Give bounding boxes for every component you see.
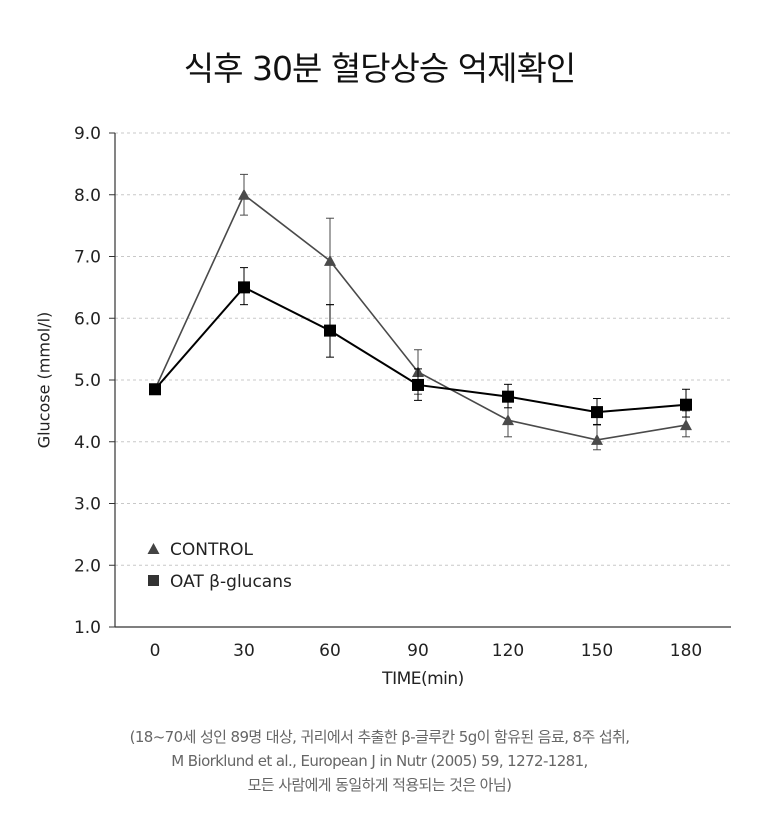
- y-tick-label: 9.0: [74, 124, 101, 144]
- legend-item: OAT β-glucans: [148, 572, 292, 592]
- legend: CONTROL OAT β-glucans: [147, 540, 292, 592]
- x-axis-label: TIME(min): [382, 669, 464, 689]
- legend-label: OAT β-glucans: [170, 572, 292, 592]
- y-tick-label: 2.0: [74, 556, 101, 576]
- footnote: (18~70세 성인 89명 대상, 귀리에서 추출한 β-글루칸 5g이 함유…: [0, 725, 759, 797]
- series-group: [149, 173, 692, 451]
- data-point: [502, 390, 514, 403]
- y-tick-label: 7.0: [74, 248, 101, 268]
- chart-title: 식후 30분 혈당상승 억제확인: [183, 49, 576, 88]
- data-point: [238, 188, 250, 200]
- y-tick-label: 4.0: [74, 433, 101, 453]
- data-point: [591, 406, 603, 419]
- y-tick-label: 8.0: [74, 186, 101, 206]
- data-point: [680, 398, 692, 411]
- series-oat-beta-glucans: [149, 267, 692, 425]
- legend-triangle-icon: [147, 543, 160, 554]
- tick-labels: 1.0 2.0 3.0 4.0 5.0 6.0 7.0 8.0 9.0 0 30 60 90 120 150…: [74, 124, 702, 661]
- legend-square-icon: [148, 575, 159, 586]
- data-point: [324, 324, 336, 337]
- y-tick-label: 6.0: [74, 309, 101, 329]
- data-point: [324, 254, 336, 266]
- footnote-line: 모든 사람에게 동일하게 적용되는 것은 아님): [247, 776, 512, 794]
- x-tick-label: 120: [492, 641, 524, 661]
- axes: [109, 132, 731, 628]
- y-axis-label: Glucose (mmol/l): [34, 311, 54, 449]
- series-control: [149, 173, 692, 451]
- x-tick-label: 60: [319, 641, 341, 661]
- x-tick-label: 30: [233, 641, 255, 661]
- y-tick-label: 3.0: [74, 495, 101, 515]
- data-point: [591, 433, 603, 445]
- gridlines: [115, 132, 731, 566]
- data-point: [149, 383, 161, 396]
- y-tick-label: 1.0: [74, 618, 101, 638]
- data-point: [238, 281, 250, 294]
- y-tick-label: 5.0: [74, 371, 101, 391]
- footnote-line: M Biorklund et al., European J in Nutr (…: [171, 752, 588, 770]
- x-tick-label: 150: [581, 641, 613, 661]
- legend-item: CONTROL: [147, 540, 254, 560]
- data-point: [502, 414, 514, 426]
- data-point: [680, 419, 692, 431]
- footnote-line: (18~70세 성인 89명 대상, 귀리에서 추출한 β-글루칸 5g이 함유…: [129, 728, 630, 746]
- x-tick-label: 180: [670, 641, 702, 661]
- x-tick-label: 0: [150, 641, 161, 661]
- data-point: [412, 378, 424, 391]
- legend-label: CONTROL: [170, 540, 254, 560]
- x-tick-label: 90: [407, 641, 429, 661]
- series-line: [154, 193, 687, 441]
